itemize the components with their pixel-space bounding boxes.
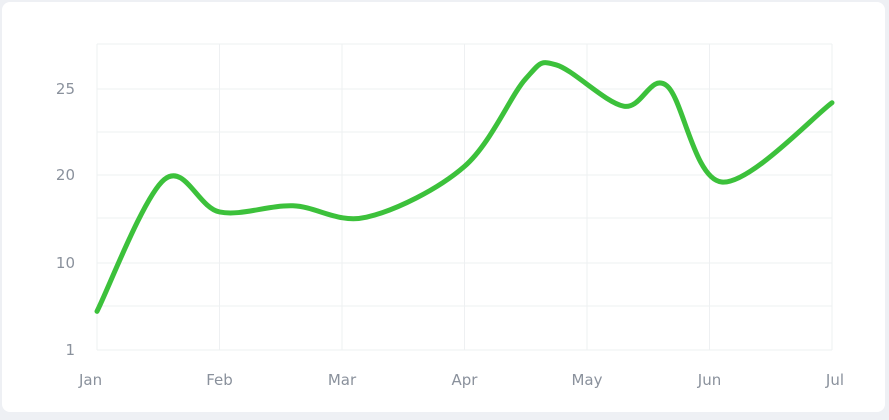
- x-tick-label: Mar: [328, 371, 357, 389]
- x-tick-label: Jul: [825, 371, 844, 389]
- x-tick-label: May: [571, 371, 602, 389]
- x-tick-label: Jun: [697, 371, 721, 389]
- x-tick-label: Feb: [206, 371, 233, 389]
- x-tick-label: Jan: [78, 371, 102, 389]
- y-tick-label: 1: [65, 341, 75, 359]
- y-axis-ticks: 1 10 20 25: [56, 80, 75, 359]
- x-axis-ticks: Jan Feb Mar Apr May Jun Jul: [78, 371, 844, 389]
- y-tick-label: 25: [56, 80, 75, 98]
- x-tick-label: Apr: [452, 371, 479, 389]
- y-tick-label: 20: [56, 166, 75, 184]
- series-layer: [94, 60, 835, 314]
- grid: [96, 43, 833, 351]
- y-tick-label: 10: [56, 254, 75, 272]
- series-line: [94, 60, 835, 314]
- chart-card: 1 10 20 25 Jan Feb Mar Apr May Jun Jul: [2, 2, 885, 412]
